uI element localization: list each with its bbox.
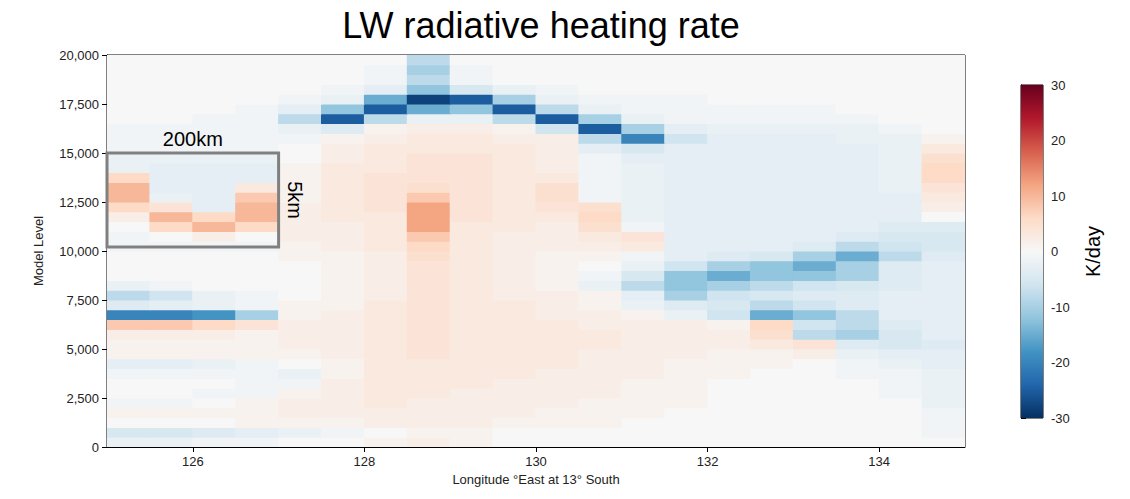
svg-text:Longitude °East at 13° South: Longitude °East at 13° South — [452, 472, 619, 487]
svg-text:17,500: 17,500 — [59, 97, 99, 112]
svg-text:K/day: K/day — [1082, 226, 1104, 277]
svg-text:5km: 5km — [284, 181, 306, 219]
svg-text:130: 130 — [525, 454, 547, 469]
svg-text:7,500: 7,500 — [66, 293, 99, 308]
svg-text:LW radiative heating rate: LW radiative heating rate — [342, 5, 740, 46]
svg-text:134: 134 — [868, 454, 890, 469]
svg-text:10: 10 — [1051, 189, 1065, 204]
svg-text:-20: -20 — [1051, 355, 1070, 370]
svg-text:126: 126 — [182, 454, 204, 469]
svg-text:0: 0 — [92, 440, 99, 455]
svg-text:132: 132 — [697, 454, 719, 469]
svg-text:-10: -10 — [1051, 300, 1070, 315]
svg-text:10,000: 10,000 — [59, 244, 99, 259]
svg-text:200km: 200km — [163, 128, 223, 150]
svg-text:15,000: 15,000 — [59, 146, 99, 161]
svg-text:Model Level: Model Level — [31, 216, 46, 286]
svg-text:30: 30 — [1051, 78, 1065, 93]
svg-text:20: 20 — [1051, 133, 1065, 148]
svg-text:5,000: 5,000 — [66, 342, 99, 357]
svg-text:-30: -30 — [1051, 411, 1070, 426]
svg-text:12,500: 12,500 — [59, 195, 99, 210]
svg-text:20,000: 20,000 — [59, 48, 99, 63]
svg-text:128: 128 — [354, 454, 376, 469]
svg-text:2,500: 2,500 — [66, 391, 99, 406]
svg-text:0: 0 — [1051, 244, 1058, 259]
